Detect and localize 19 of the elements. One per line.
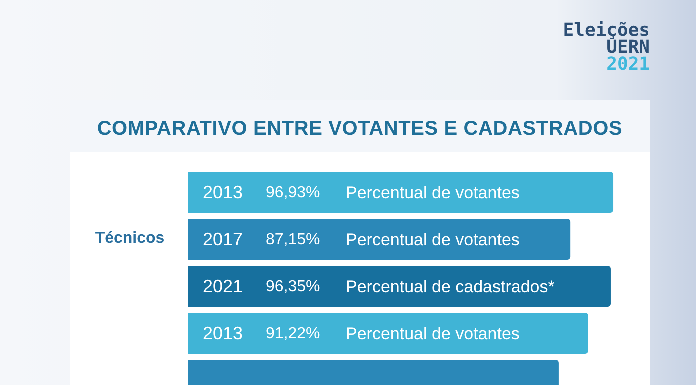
y-tick-label: 2013 [203,324,244,344]
bar [188,219,571,260]
data-label: 96,35% [266,278,320,296]
text: Técnicos [94,230,166,248]
bar [188,313,588,354]
bar [188,172,614,213]
data-label: 91,22% [266,326,320,342]
chart-subtitle: Eleições UERN 2021 [562,20,650,75]
y-tick-label: 2021 [203,276,244,296]
annotation: Percentual de votantes [346,324,520,344]
data-label: 96,93% [266,184,320,202]
y-tick-label: 2017 [203,230,244,250]
data-label: 87,15% [266,232,320,248]
annotation: Percentual de votantes [346,230,520,250]
annotation: Percentual de cadastrados* [346,278,556,296]
y-tick-label: 2013 [203,182,244,202]
chart-title: COMPARATIVO ENTRE VOTANTES E CADASTRADOS [96,118,624,141]
bar [188,266,611,307]
annotation: Percentual de votantes [346,184,520,202]
